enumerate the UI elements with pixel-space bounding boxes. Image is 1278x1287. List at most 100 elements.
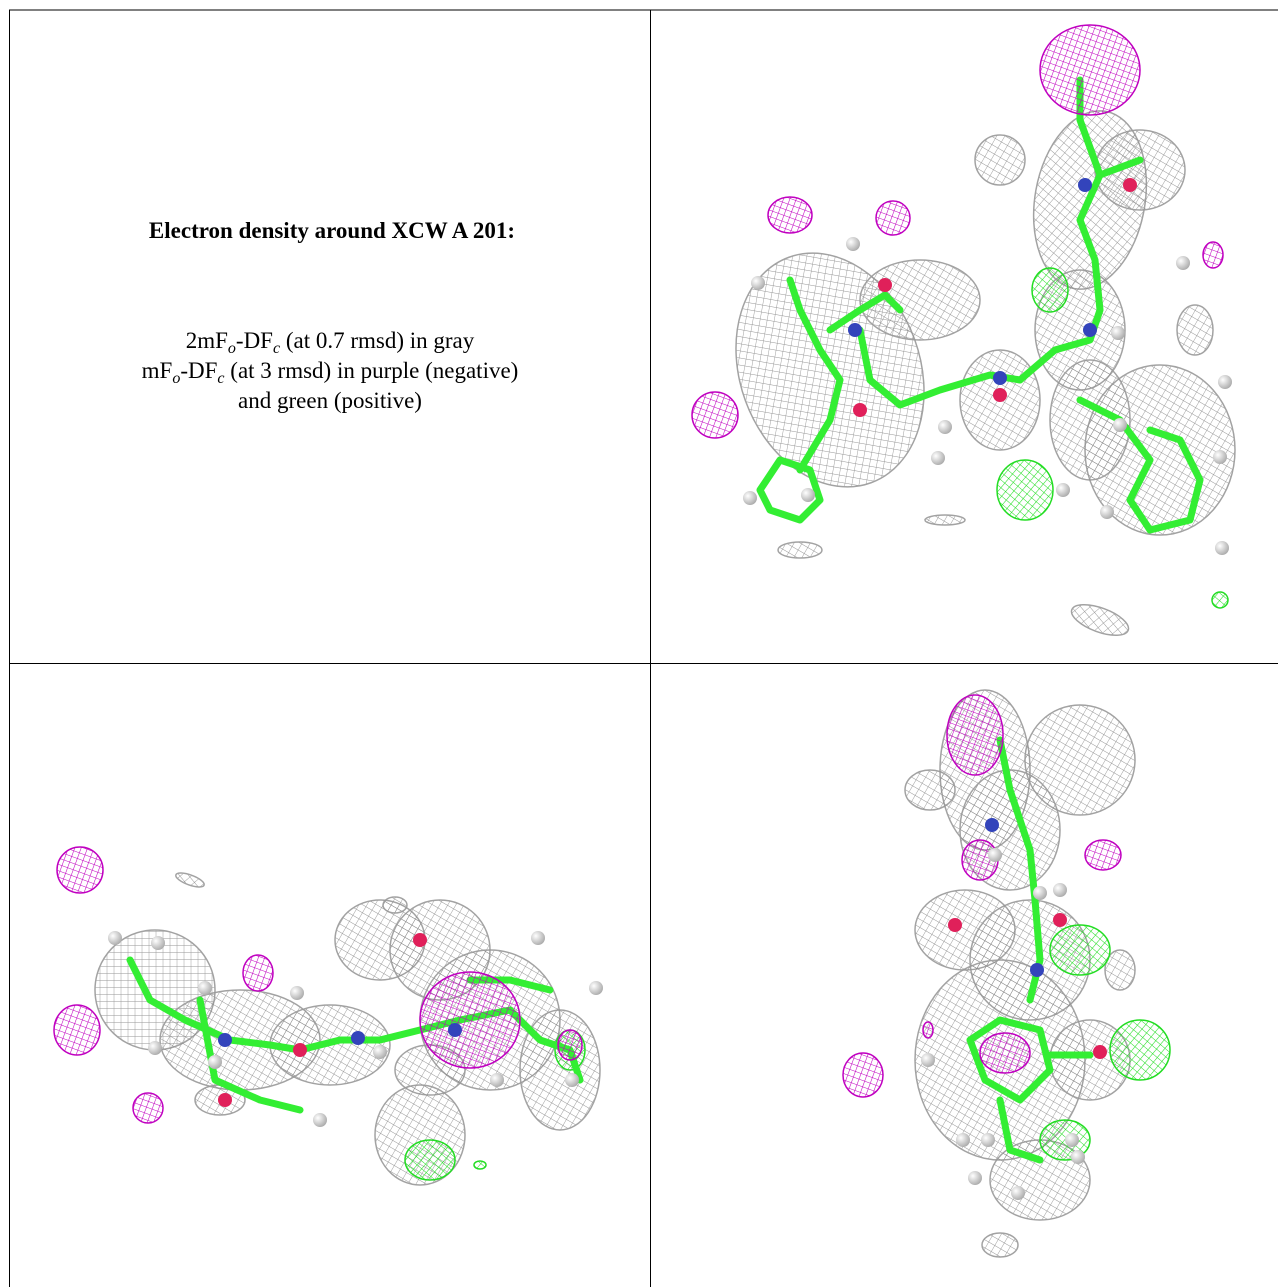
oxygen bbox=[993, 388, 1007, 402]
panel-bottom-left bbox=[53, 846, 603, 1186]
nitrogen bbox=[218, 1033, 232, 1047]
hydrogen bbox=[938, 420, 952, 434]
nitrogen bbox=[1083, 323, 1097, 337]
caption-title: Electron density around XCW A 201: bbox=[149, 218, 515, 243]
purple-mesh bbox=[1202, 241, 1224, 269]
hydrogen bbox=[968, 1171, 982, 1185]
subscript: o bbox=[172, 370, 180, 387]
oxygen bbox=[1053, 913, 1067, 927]
nitrogen bbox=[848, 323, 862, 337]
nitrogen bbox=[1030, 963, 1044, 977]
oxygen bbox=[293, 1043, 307, 1057]
bond bbox=[786, 276, 844, 474]
hydrogen bbox=[1065, 1133, 1079, 1147]
green-mesh bbox=[1211, 591, 1229, 609]
hydrogen bbox=[589, 981, 603, 995]
caption-line: 2mFo-DFc (at 0.7 rmsd) in gray bbox=[186, 328, 475, 357]
gray-mesh bbox=[859, 259, 981, 341]
nitrogen bbox=[985, 818, 999, 832]
hydrogen bbox=[743, 491, 757, 505]
hydrogen bbox=[1213, 450, 1227, 464]
gray-mesh bbox=[924, 514, 966, 526]
density-panels bbox=[53, 24, 1236, 1258]
bond bbox=[996, 1096, 1044, 1164]
purple-mesh bbox=[767, 196, 813, 234]
purple-mesh bbox=[922, 1021, 934, 1039]
subscript: c bbox=[273, 340, 280, 357]
hydrogen bbox=[148, 1041, 162, 1055]
purple-mesh bbox=[875, 200, 911, 236]
hydrogen bbox=[921, 1053, 935, 1067]
bond bbox=[1076, 396, 1204, 534]
hydrogen bbox=[151, 936, 165, 950]
nitrogen bbox=[448, 1023, 462, 1037]
text-run: mF bbox=[142, 358, 173, 383]
gray-mesh bbox=[1024, 704, 1136, 816]
gray-mesh bbox=[777, 541, 823, 559]
nitrogen bbox=[993, 371, 1007, 385]
text-run: and green (positive) bbox=[238, 388, 422, 413]
oxygen bbox=[948, 918, 962, 932]
bond bbox=[826, 291, 904, 334]
purple-mesh bbox=[979, 1032, 1031, 1074]
gray-mesh bbox=[1104, 949, 1136, 991]
hydrogen bbox=[290, 986, 304, 1000]
panel-top-right bbox=[691, 24, 1236, 636]
gray-mesh bbox=[1176, 304, 1214, 356]
purple-mesh bbox=[691, 391, 739, 439]
purple-mesh bbox=[557, 1029, 583, 1061]
text-run: 2mF bbox=[186, 328, 228, 353]
hydrogen bbox=[751, 276, 765, 290]
oxygen bbox=[1093, 1045, 1107, 1059]
nitrogen bbox=[1078, 178, 1092, 192]
hydrogen bbox=[490, 1073, 504, 1087]
green-mesh bbox=[473, 1160, 487, 1170]
subscript: c bbox=[217, 370, 224, 387]
bond bbox=[126, 956, 384, 1054]
caption-line: mFo-DFc (at 3 rmsd) in purple (negative) bbox=[142, 358, 519, 387]
hydrogen bbox=[931, 451, 945, 465]
panel-bottom-right bbox=[842, 689, 1171, 1258]
hydrogen bbox=[1215, 541, 1229, 555]
hydrogen bbox=[988, 848, 1002, 862]
hydrogen bbox=[1176, 256, 1190, 270]
subscript: o bbox=[228, 340, 236, 357]
purple-mesh bbox=[1039, 24, 1141, 116]
hydrogen bbox=[531, 931, 545, 945]
purple-mesh bbox=[56, 846, 104, 894]
green-mesh bbox=[1109, 1019, 1171, 1081]
hydrogen bbox=[1100, 505, 1114, 519]
caption-line: and green (positive) bbox=[238, 388, 422, 413]
gray-mesh bbox=[981, 1232, 1019, 1258]
bond bbox=[1016, 156, 1144, 384]
hydrogen bbox=[108, 931, 122, 945]
bond bbox=[966, 1016, 1054, 1104]
purple-mesh bbox=[53, 1004, 101, 1056]
purple-mesh bbox=[946, 694, 1004, 776]
hydrogen bbox=[198, 981, 212, 995]
gray-mesh bbox=[1049, 359, 1131, 481]
hydrogen bbox=[1113, 418, 1127, 432]
purple-mesh bbox=[419, 971, 521, 1069]
text-run: -DF bbox=[236, 328, 273, 353]
text-run: (at 0.7 rmsd) in gray bbox=[280, 328, 475, 353]
table-borders bbox=[9, 9, 1278, 1287]
purple-mesh bbox=[132, 1092, 164, 1124]
hydrogen bbox=[313, 1113, 327, 1127]
text-run: -DF bbox=[180, 358, 217, 383]
gray-mesh bbox=[904, 769, 956, 811]
oxygen bbox=[853, 403, 867, 417]
hydrogen bbox=[981, 1133, 995, 1147]
green-mesh bbox=[996, 459, 1054, 521]
bond bbox=[756, 456, 824, 524]
hydrogen bbox=[1056, 483, 1070, 497]
gray-mesh bbox=[1070, 604, 1130, 636]
hydrogen bbox=[1071, 1150, 1085, 1164]
oxygen bbox=[413, 933, 427, 947]
oxygen bbox=[218, 1093, 232, 1107]
purple-mesh bbox=[242, 954, 274, 992]
green-mesh bbox=[1049, 924, 1111, 976]
